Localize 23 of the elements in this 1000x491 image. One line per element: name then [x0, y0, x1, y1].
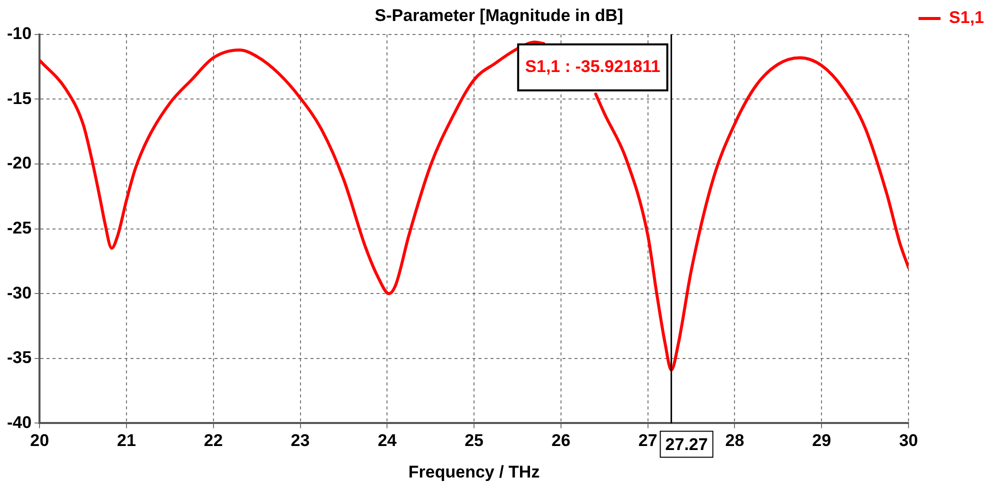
x-tick-label: 26 [551, 431, 570, 450]
x-tick-label: 24 [378, 431, 398, 450]
x-tick-label: 25 [464, 431, 484, 450]
y-tick-label: -40 [6, 412, 32, 432]
y-tick-label: -20 [6, 154, 32, 173]
annotation: S1,1 : -35.921811 [525, 57, 660, 76]
x-tick-label: 27 [638, 431, 658, 450]
y-tick-label: -15 [6, 88, 32, 108]
x-tick-label: 29 [812, 431, 832, 450]
y-tick-label: -35 [6, 348, 32, 368]
x-tick-label: 28 [725, 431, 744, 450]
x-tick-label: 22 [204, 431, 223, 450]
x-tick-label: 23 [290, 431, 310, 450]
legend-label: S1,1 [949, 8, 984, 28]
chart-title: S-Parameter [Magnitude in dB] [374, 6, 624, 25]
y-tick-label: -30 [6, 283, 32, 302]
x-tick-label: 21 [117, 431, 136, 450]
y-tick-label: -25 [6, 218, 32, 238]
x-tick-label: 20 [30, 431, 50, 450]
y-tick-label: -10 [6, 24, 32, 44]
x-tick-label: 30 [899, 431, 918, 450]
x-axis-title: Frequency / THz [408, 462, 540, 482]
ref-line-label: 27.27 [665, 434, 708, 454]
